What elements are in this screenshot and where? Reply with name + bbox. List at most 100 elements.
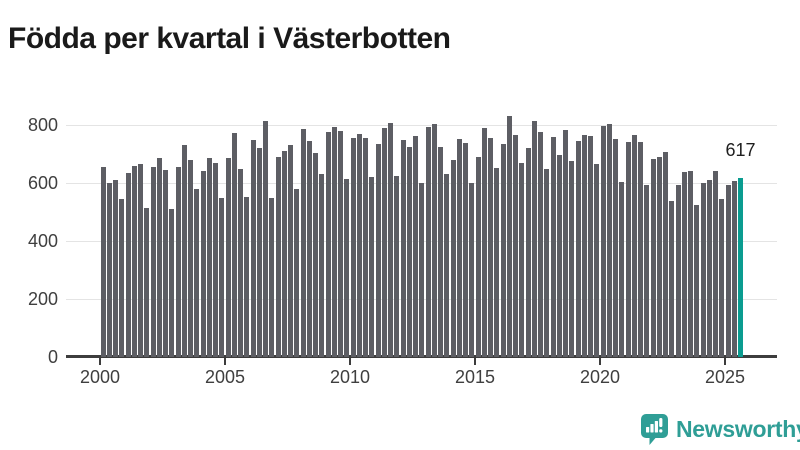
bar (563, 129, 568, 357)
bar (425, 126, 431, 357)
y-axis-label-600: 600 (27, 173, 58, 193)
bar (669, 201, 675, 357)
bar (206, 158, 212, 357)
bar (306, 141, 312, 357)
bar (625, 142, 631, 357)
bar (250, 139, 256, 357)
y-axis-label-400: 400 (27, 231, 58, 251)
chart-title: Födda per kvartal i Västerbotten (8, 22, 451, 56)
bar (494, 167, 500, 357)
bar (281, 151, 287, 357)
bar (450, 159, 456, 357)
bar (444, 174, 450, 357)
bar (331, 126, 337, 357)
x-axis-label-2015: 2015 (454, 367, 496, 387)
bar (225, 158, 231, 357)
bar (294, 188, 300, 357)
bar (431, 123, 437, 357)
bar (713, 171, 718, 357)
bar (550, 136, 556, 357)
bar (413, 136, 418, 357)
bar (106, 183, 112, 357)
bar (631, 135, 637, 357)
bar (156, 158, 162, 357)
newsworthy-logo-text: Newsworthy (676, 415, 800, 442)
x-axis-label-2005: 2005 (204, 367, 246, 387)
newsworthy-logo[interactable]: Newsworthy (640, 413, 800, 445)
bar (700, 183, 706, 357)
bar (163, 170, 168, 357)
bar (394, 176, 400, 357)
bar (194, 188, 200, 357)
bar (313, 152, 318, 357)
bar (725, 184, 731, 357)
bar (588, 136, 593, 357)
y-axis-label-200: 200 (27, 289, 58, 309)
bar (325, 132, 331, 357)
bar (375, 143, 381, 357)
bar (688, 170, 693, 357)
bar (344, 178, 350, 357)
bar (288, 145, 293, 357)
bar (719, 199, 725, 357)
bar (463, 143, 468, 357)
bar (663, 152, 668, 357)
bar (275, 156, 281, 357)
bar (513, 135, 518, 357)
bar (219, 197, 225, 357)
bar (175, 167, 181, 357)
bar (125, 172, 131, 357)
bar (369, 177, 375, 357)
bar (438, 146, 443, 357)
bar (381, 127, 387, 357)
bar (213, 162, 218, 357)
bar (350, 138, 356, 357)
bar (538, 131, 543, 357)
bar (544, 169, 550, 357)
bar (113, 180, 118, 357)
bar (238, 169, 243, 357)
x-axis-label-2010: 2010 (329, 367, 371, 387)
bar (531, 121, 537, 357)
x-axis-label-2000: 2000 (79, 367, 121, 387)
bar-highlighted (738, 178, 743, 357)
bar (469, 183, 475, 357)
bar (575, 141, 581, 357)
bar (694, 204, 700, 357)
bar (231, 132, 237, 357)
last-value-label: 617 (725, 140, 756, 160)
bar (150, 167, 156, 357)
bar (650, 158, 656, 357)
bar (319, 174, 325, 357)
bar (613, 138, 618, 357)
bar (269, 197, 275, 357)
x-axis-tick-2010 (349, 358, 351, 365)
x-axis-tick-2000 (99, 358, 101, 365)
bar (388, 122, 393, 357)
bar (600, 126, 606, 357)
bar (675, 184, 681, 357)
bar (256, 148, 262, 357)
bar (525, 147, 531, 357)
x-axis-tick-2025 (724, 358, 726, 365)
bar (475, 156, 481, 357)
bar (500, 144, 506, 357)
bar (406, 146, 412, 357)
x-axis-label-2025: 2025 (704, 367, 746, 387)
bar (656, 156, 662, 357)
bar (119, 199, 125, 357)
bar (131, 165, 137, 357)
bar (606, 124, 612, 357)
bar (400, 139, 406, 357)
y-axis-label-800: 800 (27, 115, 58, 135)
bar (188, 159, 193, 357)
y-axis-label-0: 0 (47, 347, 58, 367)
bar (706, 179, 712, 357)
bar (144, 207, 150, 357)
bar (244, 196, 250, 357)
bar (681, 172, 687, 357)
x-axis-tick-2020 (599, 358, 601, 365)
bar (638, 141, 643, 357)
bar (488, 137, 493, 357)
